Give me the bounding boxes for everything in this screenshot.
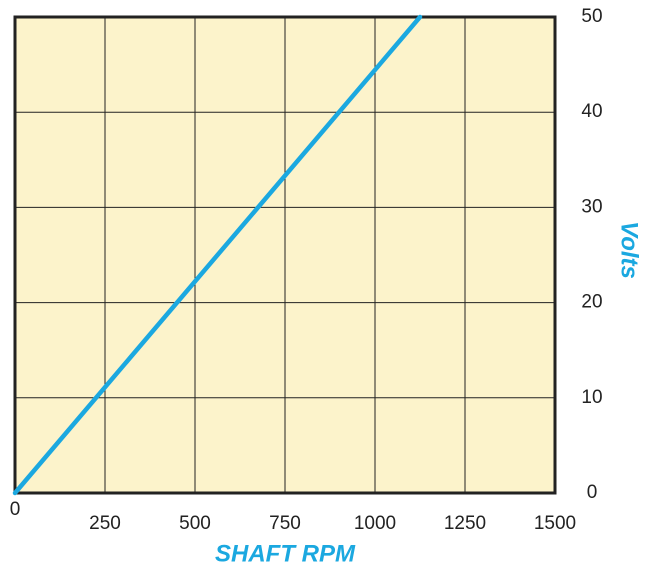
y-tick-label: 50 [581, 6, 602, 27]
x-tick-label: 0 [10, 499, 21, 520]
x-tick-label: 1250 [444, 513, 486, 534]
plot-border [13, 15, 557, 495]
x-axis-title: SHAFT RPM [215, 540, 356, 567]
x-tick-label: 1000 [354, 513, 396, 534]
y-axis-title: Volts [616, 221, 643, 279]
x-tick-label: 250 [89, 513, 121, 534]
x-tick-label: 1500 [534, 513, 576, 534]
x-tick-label: 500 [179, 513, 211, 534]
y-tick-label: 40 [581, 101, 602, 122]
y-tick-label: 30 [581, 196, 602, 217]
y-tick-label: 20 [581, 292, 602, 313]
y-tick-label: 0 [587, 482, 598, 503]
data-line [12, 14, 423, 496]
x-tick-label: 750 [269, 513, 301, 534]
y-tick-label: 10 [581, 387, 602, 408]
